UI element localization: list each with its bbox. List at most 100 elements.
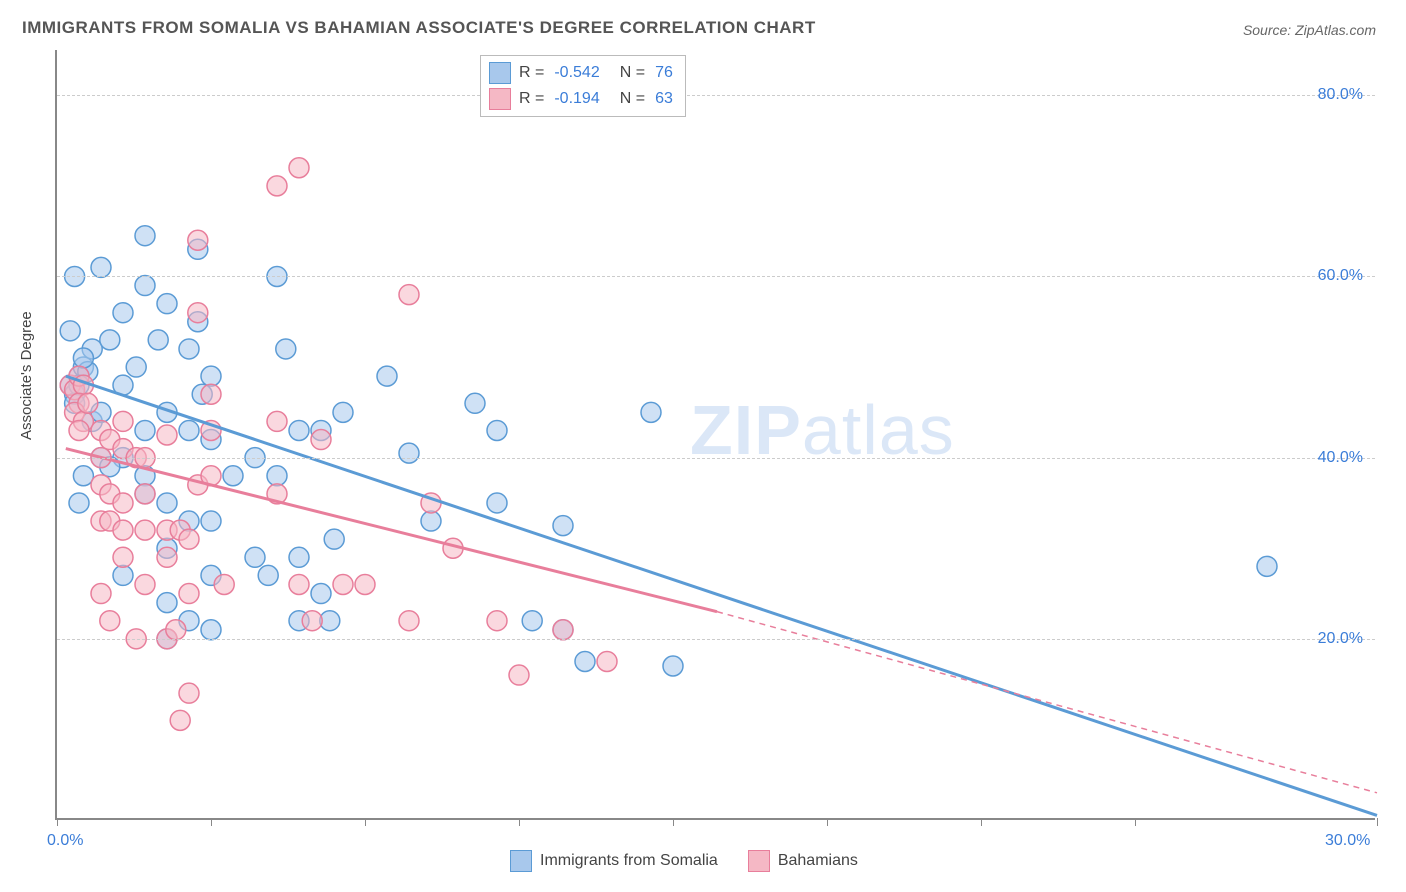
scatter-point xyxy=(223,466,243,486)
scatter-point xyxy=(214,574,234,594)
scatter-point xyxy=(1257,556,1277,576)
legend-swatch xyxy=(510,850,532,872)
scatter-point xyxy=(201,511,221,531)
scatter-point xyxy=(201,366,221,386)
source-name: ZipAtlas.com xyxy=(1295,22,1376,38)
legend-label: Immigrants from Somalia xyxy=(540,852,718,870)
gridline xyxy=(57,639,1375,640)
scatter-point xyxy=(399,611,419,631)
scatter-point xyxy=(289,420,309,440)
xtick xyxy=(981,818,982,826)
ytick-label: 20.0% xyxy=(1318,630,1363,648)
scatter-point xyxy=(276,339,296,359)
scatter-point xyxy=(113,411,133,431)
stat-n-value: 76 xyxy=(655,64,673,82)
legend-item: Immigrants from Somalia xyxy=(510,850,718,872)
scatter-point xyxy=(509,665,529,685)
legend-swatch xyxy=(489,88,511,110)
scatter-point xyxy=(258,565,278,585)
scatter-point xyxy=(201,384,221,404)
scatter-point xyxy=(289,574,309,594)
scatter-point xyxy=(522,611,542,631)
scatter-point xyxy=(166,620,186,640)
scatter-point xyxy=(179,683,199,703)
stat-r-value: -0.542 xyxy=(554,64,599,82)
ytick-label: 80.0% xyxy=(1318,86,1363,104)
scatter-point xyxy=(179,339,199,359)
scatter-point xyxy=(113,303,133,323)
scatter-point xyxy=(333,574,353,594)
scatter-point xyxy=(267,466,287,486)
legend-label: Bahamians xyxy=(778,852,858,870)
plot-area: 20.0% 40.0% 60.0% 80.0% xyxy=(55,50,1375,820)
chart-svg xyxy=(57,50,1375,818)
bottom-legend: Immigrants from Somalia Bahamians xyxy=(510,850,858,872)
legend-swatch xyxy=(748,850,770,872)
scatter-point xyxy=(641,402,661,422)
scatter-point xyxy=(135,276,155,296)
stats-legend-row: R = -0.542 N = 76 xyxy=(489,60,673,86)
scatter-point xyxy=(69,493,89,513)
scatter-point xyxy=(201,620,221,640)
scatter-point xyxy=(324,529,344,549)
gridline xyxy=(57,95,1375,96)
scatter-point xyxy=(179,584,199,604)
scatter-point xyxy=(355,574,375,594)
scatter-point xyxy=(157,493,177,513)
scatter-point xyxy=(148,330,168,350)
stats-legend: R = -0.542 N = 76 R = -0.194 N = 63 xyxy=(480,55,686,117)
stat-r-value: -0.194 xyxy=(554,90,599,108)
scatter-point xyxy=(135,226,155,246)
stat-n-label: N = xyxy=(620,90,645,108)
ytick-label: 40.0% xyxy=(1318,449,1363,467)
scatter-point xyxy=(113,565,133,585)
scatter-point xyxy=(69,420,89,440)
scatter-point xyxy=(575,651,595,671)
source-attribution: Source: ZipAtlas.com xyxy=(1243,22,1376,38)
scatter-point xyxy=(91,257,111,277)
scatter-point xyxy=(73,348,93,368)
scatter-point xyxy=(60,321,80,341)
scatter-point xyxy=(113,547,133,567)
scatter-point xyxy=(377,366,397,386)
chart-title: IMMIGRANTS FROM SOMALIA VS BAHAMIAN ASSO… xyxy=(22,18,816,38)
xtick xyxy=(365,818,366,826)
scatter-point xyxy=(157,547,177,567)
scatter-point xyxy=(487,493,507,513)
scatter-point xyxy=(113,493,133,513)
xtick xyxy=(211,818,212,826)
scatter-point xyxy=(267,411,287,431)
ytick-label: 60.0% xyxy=(1318,267,1363,285)
scatter-point xyxy=(663,656,683,676)
scatter-point xyxy=(157,425,177,445)
scatter-point xyxy=(267,176,287,196)
scatter-point xyxy=(597,651,617,671)
scatter-point xyxy=(100,330,120,350)
scatter-point xyxy=(179,529,199,549)
legend-item: Bahamians xyxy=(748,850,858,872)
xtick xyxy=(827,818,828,826)
scatter-point xyxy=(135,520,155,540)
scatter-point xyxy=(289,547,309,567)
scatter-point xyxy=(157,593,177,613)
scatter-point xyxy=(113,520,133,540)
scatter-point xyxy=(553,516,573,536)
scatter-point xyxy=(399,443,419,463)
scatter-point xyxy=(465,393,485,413)
stat-r-label: R = xyxy=(519,64,544,82)
xtick-label: 30.0% xyxy=(1325,832,1370,850)
scatter-point xyxy=(78,393,98,413)
source-label: Source: xyxy=(1243,22,1291,38)
xtick xyxy=(1377,818,1378,826)
scatter-point xyxy=(311,584,331,604)
stat-n-label: N = xyxy=(620,64,645,82)
stat-r-label: R = xyxy=(519,90,544,108)
legend-swatch xyxy=(489,62,511,84)
scatter-point xyxy=(311,430,331,450)
trend-line xyxy=(66,376,1377,815)
scatter-point xyxy=(170,710,190,730)
scatter-point xyxy=(135,484,155,504)
xtick xyxy=(1135,818,1136,826)
gridline xyxy=(57,276,1375,277)
stat-n-value: 63 xyxy=(655,90,673,108)
